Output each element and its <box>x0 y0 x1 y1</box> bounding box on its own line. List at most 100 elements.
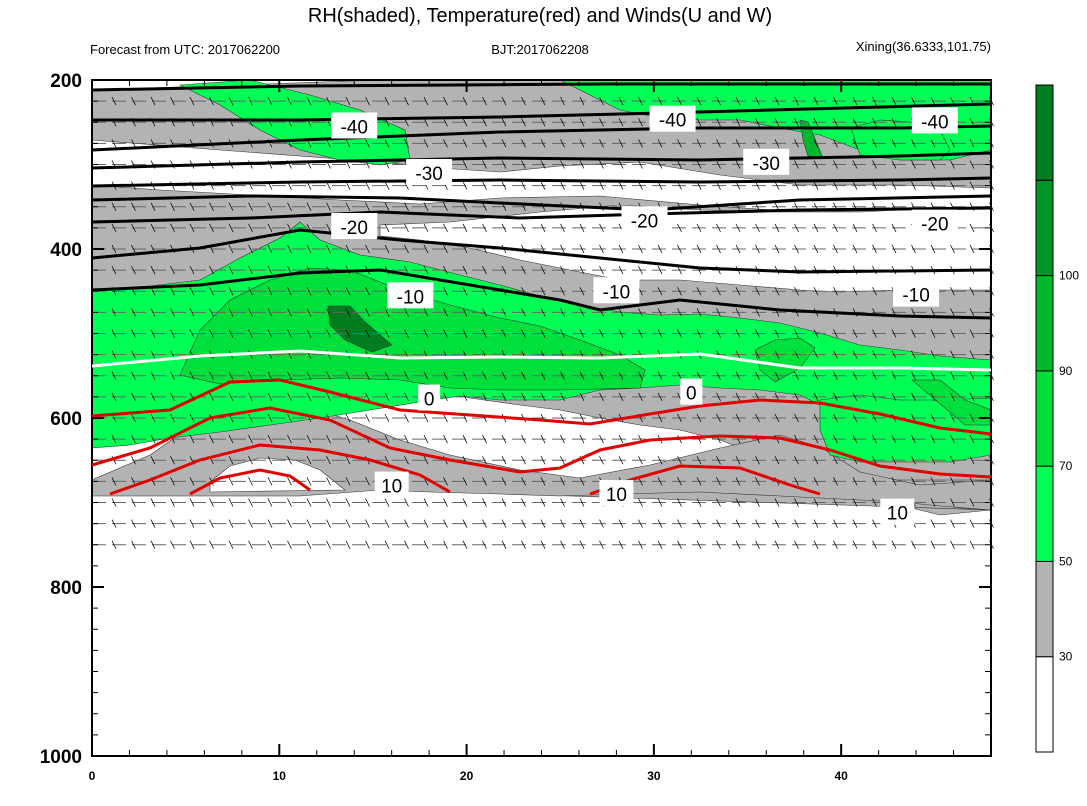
wind-barb <box>969 287 975 296</box>
wind-barb <box>443 540 448 549</box>
wind-barb <box>365 413 370 423</box>
wind-barb <box>521 181 526 190</box>
wind-barb <box>599 118 604 127</box>
wind-barb <box>560 308 565 317</box>
wind-barb <box>735 392 741 402</box>
wind-barb <box>930 392 936 402</box>
wind-barb <box>852 350 858 359</box>
colorbar-swatch <box>1035 370 1054 467</box>
wind-barb <box>969 329 975 338</box>
wind-barb <box>248 308 253 317</box>
wind-barb <box>482 160 487 169</box>
wind-barb <box>345 308 351 317</box>
wind-barb <box>774 223 780 233</box>
wind-barb <box>443 287 448 296</box>
wind-barb <box>618 139 624 148</box>
wind-barb <box>326 202 331 211</box>
wind-barb <box>735 477 741 486</box>
wind-barb <box>228 371 234 380</box>
wind-barb <box>657 498 663 507</box>
wind-barb <box>131 244 136 254</box>
wind-barb <box>248 265 253 275</box>
wind-barb <box>833 139 838 148</box>
temperature-contours-warm <box>92 378 991 496</box>
wind-barb <box>950 308 955 317</box>
wind-barb <box>540 118 546 127</box>
wind-barb <box>638 96 643 106</box>
wind-barb <box>150 456 156 465</box>
wind-barb <box>170 371 175 380</box>
wind-barb <box>384 244 390 254</box>
wind-barb <box>326 96 331 106</box>
wind-barb <box>131 392 136 402</box>
wind-barb <box>443 308 448 317</box>
wind-barb <box>696 160 702 169</box>
wind-barb <box>657 139 663 148</box>
wind-barb <box>852 160 858 169</box>
wind-barb <box>813 540 819 549</box>
wind-barb <box>755 456 760 465</box>
wind-barb <box>989 392 994 402</box>
wind-barb <box>462 96 468 106</box>
wind-barb <box>209 202 214 211</box>
wind-barb <box>384 371 390 380</box>
wind-barb <box>696 223 702 233</box>
wind-barb <box>423 413 429 423</box>
wind-barb <box>462 139 468 148</box>
wind-barb <box>482 223 487 233</box>
wind-barb <box>833 456 838 465</box>
wind-barb <box>462 118 468 127</box>
y-tick-label: 200 <box>50 71 82 92</box>
wind-barb <box>677 160 682 169</box>
wind-barb <box>228 477 234 486</box>
wind-barb <box>930 139 936 148</box>
wind-barb <box>287 287 292 296</box>
wind-barb <box>969 308 975 317</box>
wind-barb <box>111 223 117 233</box>
wind-barb <box>716 287 721 296</box>
wind-barb <box>794 181 799 190</box>
wind-barb <box>521 519 526 528</box>
wind-barb <box>716 519 721 528</box>
wind-barb <box>950 540 955 549</box>
wind-barb <box>150 498 156 507</box>
x-tick-label: 0 <box>89 769 96 783</box>
wind-barb <box>501 371 507 380</box>
wind-barb <box>618 244 624 254</box>
wind-barb <box>521 329 526 338</box>
wind-barb <box>384 413 390 423</box>
wind-barb <box>521 477 526 486</box>
wind-barb <box>462 392 468 402</box>
contour-label-box <box>599 480 634 507</box>
wind-barb <box>384 96 390 106</box>
wind-barb <box>170 477 175 486</box>
wind-barb <box>579 287 585 296</box>
wind-barb <box>345 498 351 507</box>
wind-barb <box>501 118 507 127</box>
wind-barb <box>267 265 273 275</box>
wind-barb <box>872 413 877 423</box>
temperature-contours-cold <box>92 82 991 320</box>
wind-barb <box>423 498 429 507</box>
wind-barb <box>930 350 936 359</box>
wind-barb <box>560 456 565 465</box>
wind-barb <box>579 96 585 106</box>
wind-barb <box>443 329 448 338</box>
temperature-contour-zero <box>92 349 991 372</box>
wind-barb <box>579 498 585 507</box>
wind-barb <box>462 498 468 507</box>
wind-barb <box>462 434 468 444</box>
wind-barb <box>891 244 897 254</box>
wind-barb <box>755 350 760 359</box>
wind-barb <box>423 540 429 549</box>
wind-barb <box>872 244 877 254</box>
wind-barb <box>774 244 780 254</box>
wind-barb <box>209 96 214 106</box>
wind-barb <box>267 540 273 549</box>
wind-barb <box>735 498 741 507</box>
wind-barb <box>833 371 838 380</box>
wind-barb <box>560 540 565 549</box>
wind-barb <box>326 223 331 233</box>
wind-barb <box>540 456 546 465</box>
